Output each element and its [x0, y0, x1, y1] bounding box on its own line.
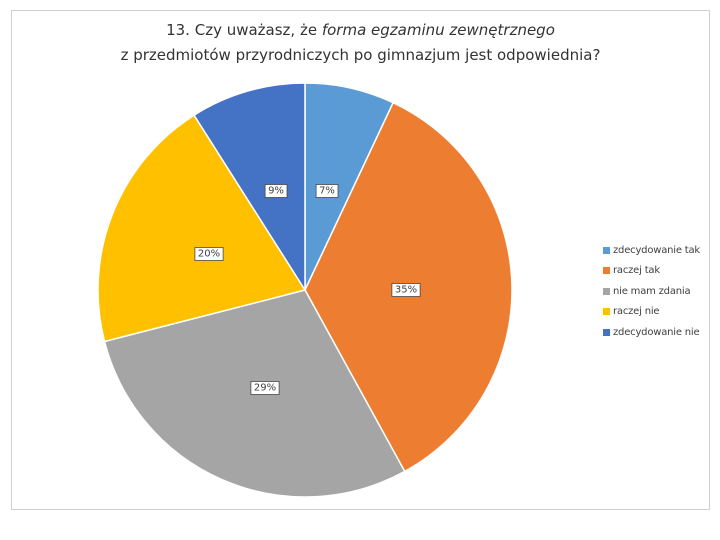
legend-swatch	[603, 308, 610, 316]
data-label-group: 9%	[264, 184, 288, 198]
data-label-group: 20%	[194, 247, 224, 261]
chart-title-line1: 13. Czy uważasz, że forma egzaminu zewnę…	[11, 18, 710, 43]
legend-label: raczej tak	[613, 265, 660, 277]
chart-title-part-0: 13. Czy uważasz, że	[166, 21, 322, 39]
data-label-box	[264, 184, 288, 198]
legend-label: zdecydowanie tak	[613, 244, 701, 256]
data-label-box	[315, 184, 339, 198]
pie-slice-zdecydowanie-nie	[193, 82, 306, 293]
legend-label: zdecydowanie nie	[613, 326, 700, 338]
legend-label: raczej nie	[613, 306, 660, 318]
data-label-box	[391, 283, 421, 297]
pie-slice-raczej-nie	[97, 114, 307, 343]
data-label: 9%	[268, 186, 284, 197]
legend-item: raczej nie	[603, 302, 700, 323]
data-label-group: 35%	[391, 283, 421, 297]
data-label: 20%	[198, 249, 220, 260]
chart-title-part-1: forma egzaminu zewnętrznego	[321, 21, 555, 39]
legend-item: zdecydowanie tak	[603, 240, 700, 261]
data-label: 29%	[254, 383, 276, 394]
legend-swatch	[603, 267, 610, 275]
chart-title-line2: z przedmiotów przyrodniczych po gimnazju…	[120, 46, 601, 64]
legend-label: nie mam zdania	[613, 285, 691, 297]
legend-item: zdecydowanie nie	[603, 322, 700, 343]
chart-title: 13. Czy uważasz, że forma egzaminu zewnę…	[11, 18, 710, 68]
legend-swatch	[603, 287, 610, 295]
chart-legend: zdecydowanie tak raczej tak nie mam zdania…	[603, 240, 700, 343]
legend-swatch	[603, 328, 610, 336]
data-label: 7%	[319, 186, 335, 197]
legend-item: raczej tak	[603, 261, 700, 282]
data-label-group: 29%	[250, 381, 280, 395]
data-label-box	[194, 247, 224, 261]
data-label: 35%	[395, 285, 417, 296]
data-label-box	[250, 381, 280, 395]
legend-item: nie mam zdania	[603, 281, 700, 302]
data-label-group: 7%	[315, 184, 339, 198]
legend-swatch	[603, 246, 610, 254]
